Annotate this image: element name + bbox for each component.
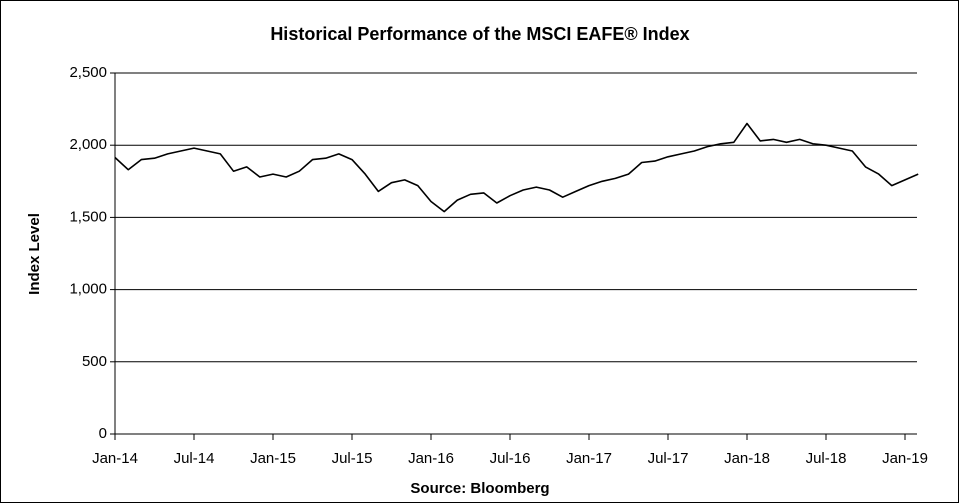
x-tick-label: Jan-19 [882, 450, 928, 467]
y-tick-label: 0 [99, 425, 107, 442]
x-tick-label: Jul-14 [174, 450, 215, 467]
x-tick-label: Jan-14 [92, 450, 138, 467]
line-series [114, 122, 919, 213]
y-tick-label: 2,000 [69, 136, 107, 153]
x-tick-label: Jan-15 [250, 450, 296, 467]
x-tick-label: Jul-16 [490, 450, 531, 467]
y-tick-label: 1,000 [69, 281, 107, 298]
x-tick-label: Jan-16 [408, 450, 454, 467]
y-tick-label: 500 [82, 353, 107, 370]
chart-title: Historical Performance of the MSCI EAFE®… [270, 24, 689, 44]
y-tick-label: 1,500 [69, 208, 107, 225]
y-axis-label: Index Level [26, 213, 43, 295]
x-tick-label: Jan-17 [566, 450, 612, 467]
source-note: Source: Bloomberg [410, 480, 549, 497]
y-tick-label: 2,500 [69, 64, 107, 81]
x-tick-label: Jul-15 [332, 450, 373, 467]
x-tick-label: Jul-18 [806, 450, 847, 467]
x-tick-label: Jul-17 [648, 450, 689, 467]
x-tick-label: Jan-18 [724, 450, 770, 467]
